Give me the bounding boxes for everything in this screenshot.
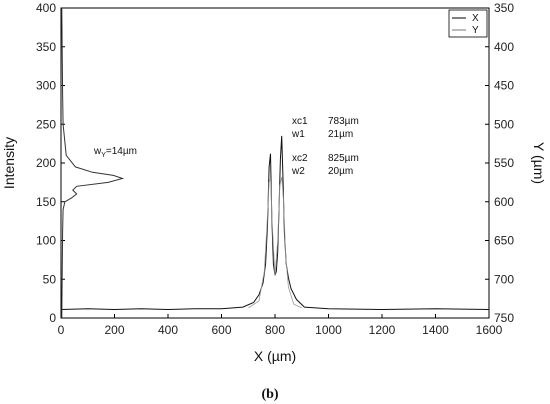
y-left-tick-label: 100 [36, 234, 56, 248]
y-right-tick-label: 750 [494, 311, 514, 325]
x-tick-label: 800 [265, 323, 285, 337]
xc2-label: xc2 [292, 153, 308, 164]
xc1-value: 783µm [328, 116, 359, 127]
series-line-y [61, 7, 125, 319]
xc2-value: 825µm [328, 153, 359, 164]
y-right-tick-label: 650 [494, 234, 514, 248]
y-left-tick-label: 300 [36, 79, 56, 93]
y-right-tick-label: 450 [494, 79, 514, 93]
y-left-tick-label: 0 [49, 311, 56, 325]
series-line-x [60, 135, 490, 311]
wy-annotation: wY=14µm [93, 146, 137, 159]
w1-value: 21µm [328, 129, 353, 140]
x-tick-label: 1000 [315, 323, 342, 337]
y-right-axis-label: Y (µm) [531, 142, 547, 184]
xc1-label: xc1 [292, 116, 308, 127]
y-left-tick-label: 250 [36, 117, 56, 131]
x-tick-label: 400 [158, 323, 178, 337]
y-left-tick-label: 350 [36, 40, 56, 54]
y-right-tick-label: 550 [494, 156, 514, 170]
y-left-tick-label: 200 [36, 156, 56, 170]
figure-caption: (b) [261, 387, 278, 402]
legend-label-x: X [472, 13, 479, 24]
y-left-axis-label: Intensity [1, 137, 17, 189]
x-ticks: 0 200 400 600 800 1000 1200 1400 1600 [58, 314, 503, 337]
y-left-tick-label: 150 [36, 195, 56, 209]
x-tick-label: 1200 [369, 323, 396, 337]
legend-box [448, 9, 488, 38]
wy-annotation-sub: Y [101, 152, 106, 159]
w1-label: w1 [291, 129, 305, 140]
x-tick-label: 0 [58, 323, 65, 337]
legend: X Y [448, 9, 488, 38]
y-left-tick-label: 50 [43, 272, 57, 286]
y-right-tick-label: 700 [494, 272, 514, 286]
w2-label: w2 [291, 166, 305, 177]
y-right-tick-label: 350 [494, 1, 514, 15]
w2-value: 20µm [328, 166, 353, 177]
wy-annotation-symbol: w [93, 146, 102, 157]
x-tick-label: 1400 [422, 323, 449, 337]
y-left-tick-label: 400 [36, 1, 56, 15]
y-right-tick-label: 500 [494, 117, 514, 131]
x-tick-label: 600 [211, 323, 231, 337]
series-line-fit [248, 176, 302, 309]
series-layer [60, 7, 490, 319]
y-right-ticks: 350 400 450 500 550 600 650 700 750 [485, 1, 514, 325]
y-right-tick-label: 600 [494, 195, 514, 209]
legend-label-y: Y [472, 25, 479, 36]
annotations: wY=14µm xc1 783µm w1 21µm xc2 825µm w2 2… [93, 116, 359, 177]
wy-annotation-value: =14µm [106, 146, 137, 157]
x-axis-label: X (µm) [254, 348, 296, 364]
x-tick-label: 200 [104, 323, 124, 337]
y-right-tick-label: 400 [494, 40, 514, 54]
x-tick-label: 1600 [476, 323, 503, 337]
